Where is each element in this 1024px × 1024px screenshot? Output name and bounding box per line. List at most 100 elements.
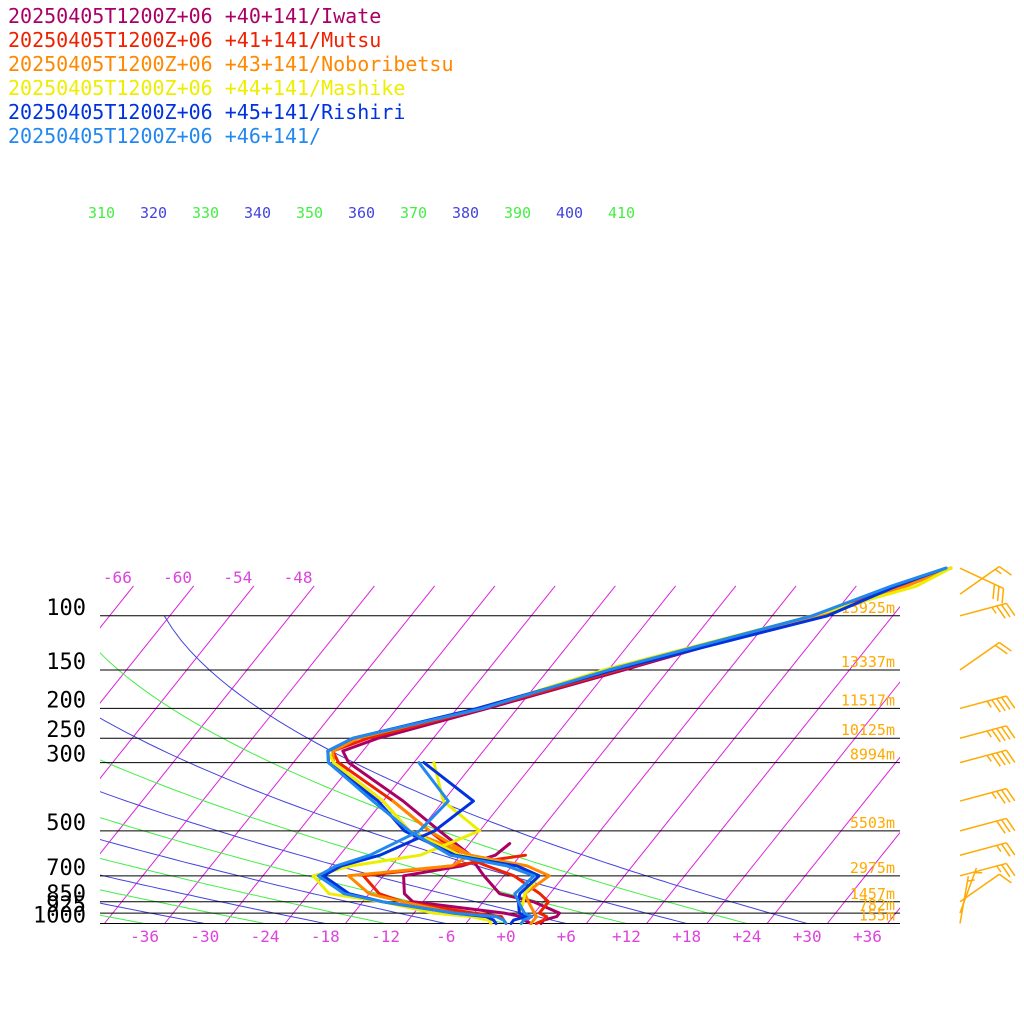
isotherm-line bbox=[224, 585, 496, 924]
wind-barb bbox=[959, 695, 1016, 713]
pressure-label: 500 bbox=[46, 811, 86, 836]
wind-barb-flag bbox=[996, 586, 1000, 602]
wind-barbs bbox=[959, 565, 1016, 924]
wind-barb bbox=[959, 842, 1016, 857]
wind-barb-staff bbox=[959, 862, 1007, 877]
upper-temperature-label: -54 bbox=[223, 568, 252, 587]
wind-barb-flag bbox=[994, 644, 1008, 655]
pressure-label: 1000 bbox=[33, 904, 86, 929]
wind-barb-flag bbox=[1005, 842, 1016, 856]
pressure-label: 150 bbox=[46, 650, 86, 675]
legend-entry: 20250405T1200Z+06 +43+141/Noboribetsu bbox=[8, 52, 454, 76]
wind-barb-flag bbox=[1000, 864, 1011, 878]
wind-barb-flag bbox=[998, 565, 1012, 576]
height-label: 155m bbox=[859, 907, 895, 925]
temperature-tick-label: -6 bbox=[436, 927, 455, 946]
pressure-label: 925 bbox=[46, 893, 86, 918]
temperature-tick-label: -36 bbox=[130, 927, 159, 946]
height-label: 1457m bbox=[850, 885, 895, 903]
wind-barb bbox=[959, 567, 1005, 604]
legend-entry: 20250405T1200Z+06 +40+141/Iwate bbox=[8, 4, 382, 28]
wind-barb-staff bbox=[959, 602, 1007, 617]
wind-barb-flag bbox=[996, 752, 1006, 766]
wind-barb-staff bbox=[959, 842, 1007, 856]
wind-barb-flag bbox=[986, 730, 992, 738]
wind-barb-flag bbox=[1005, 818, 1016, 832]
isotherm-line bbox=[100, 585, 255, 780]
wind-barb-flag bbox=[998, 873, 1012, 884]
height-label: 5503m bbox=[850, 814, 895, 832]
wind-barb-flag bbox=[1005, 725, 1016, 739]
theta-e-label: 410 bbox=[608, 204, 635, 222]
theta-e-label: 330 bbox=[192, 204, 219, 222]
wind-barb bbox=[959, 565, 1012, 595]
theta-e-label: 350 bbox=[296, 204, 323, 222]
wind-barb-flag bbox=[996, 790, 1006, 804]
theta-e-line bbox=[100, 902, 205, 924]
theta-e-label: 320 bbox=[140, 204, 167, 222]
theta-e-label: 380 bbox=[452, 204, 479, 222]
isotherms bbox=[100, 585, 900, 924]
height-label: 11517m bbox=[841, 691, 895, 709]
wind-barb-flag bbox=[994, 568, 1002, 575]
temperature-tick-label: +24 bbox=[733, 927, 762, 946]
legend: 20250405T1200Z+06 +40+141/Iwate 20250405T… bbox=[8, 4, 454, 148]
isotherm-line bbox=[164, 585, 436, 924]
pressure-label: 850 bbox=[46, 882, 86, 907]
wind-barb bbox=[959, 641, 1012, 671]
theta-e-label: 400 bbox=[556, 204, 583, 222]
wind-barb-flag bbox=[991, 729, 1001, 743]
temperature-tick-label: +36 bbox=[853, 927, 882, 946]
upper-temperature-label: -48 bbox=[284, 568, 313, 587]
theta-e-line bbox=[0, 616, 24, 924]
pressure-label: 250 bbox=[46, 718, 86, 743]
wind-barb-flag bbox=[1005, 695, 1016, 709]
theta-e-label: 390 bbox=[504, 204, 531, 222]
temperature-tick-label: +6 bbox=[557, 927, 576, 946]
legend-entry: 20250405T1200Z+06 +45+141/Rishiri bbox=[8, 100, 406, 124]
pressure-label: 700 bbox=[46, 856, 86, 881]
wind-barb bbox=[959, 749, 1016, 767]
wind-barb-staff bbox=[959, 749, 1007, 764]
wind-barb-staff bbox=[959, 725, 1007, 739]
wind-barb-flag bbox=[986, 754, 992, 762]
temperature-tick-label: -30 bbox=[190, 927, 219, 946]
theta-e-label: 340 bbox=[244, 204, 271, 222]
wind-barb-staff bbox=[959, 641, 1000, 671]
temperature-tick-label: +18 bbox=[672, 927, 701, 946]
wind-barb-flag bbox=[986, 700, 992, 708]
wind-barb-flag bbox=[996, 605, 1006, 619]
wind-barb-flag bbox=[1000, 843, 1011, 857]
height-label: 2975m bbox=[850, 859, 895, 877]
isotherm-line bbox=[284, 585, 556, 924]
height-label: 8994m bbox=[850, 746, 895, 764]
theta-e-label: 370 bbox=[400, 204, 427, 222]
temperature-profile bbox=[326, 566, 948, 925]
theta-e-labels: 310 320 330 340 350 360 370 380 390 400 410 bbox=[88, 204, 635, 222]
wind-barb bbox=[959, 862, 1016, 878]
upper-temperature-label: -66 bbox=[103, 568, 132, 587]
wind-barb-flag bbox=[991, 792, 997, 800]
wind-barb-flag bbox=[1005, 862, 1016, 877]
isotherm-line bbox=[344, 585, 616, 924]
wind-barb-flag bbox=[996, 844, 1002, 852]
wind-barb-flag bbox=[996, 820, 1006, 834]
wind-barb-flag bbox=[1005, 602, 1016, 617]
isotherm-line bbox=[766, 756, 900, 924]
isotherm-line bbox=[100, 585, 315, 855]
wind-barb bbox=[959, 817, 1016, 834]
wind-barb-staff bbox=[959, 565, 1000, 595]
theta-e-label: 310 bbox=[88, 204, 115, 222]
wind-barb-staff bbox=[959, 876, 970, 924]
temperature-tick-label: -18 bbox=[311, 927, 340, 946]
isotherm-line bbox=[525, 585, 797, 924]
wind-barb-flag bbox=[996, 727, 1006, 742]
temperature-tick-label: +12 bbox=[612, 927, 641, 946]
wind-barb-flag bbox=[1000, 726, 1011, 740]
wind-barb-flag bbox=[992, 584, 996, 600]
wind-barb-staff bbox=[959, 787, 1007, 802]
wind-barb-staff bbox=[959, 817, 1007, 832]
legend-entry: 20250405T1200Z+06 +44+141/Mashike bbox=[8, 76, 406, 100]
